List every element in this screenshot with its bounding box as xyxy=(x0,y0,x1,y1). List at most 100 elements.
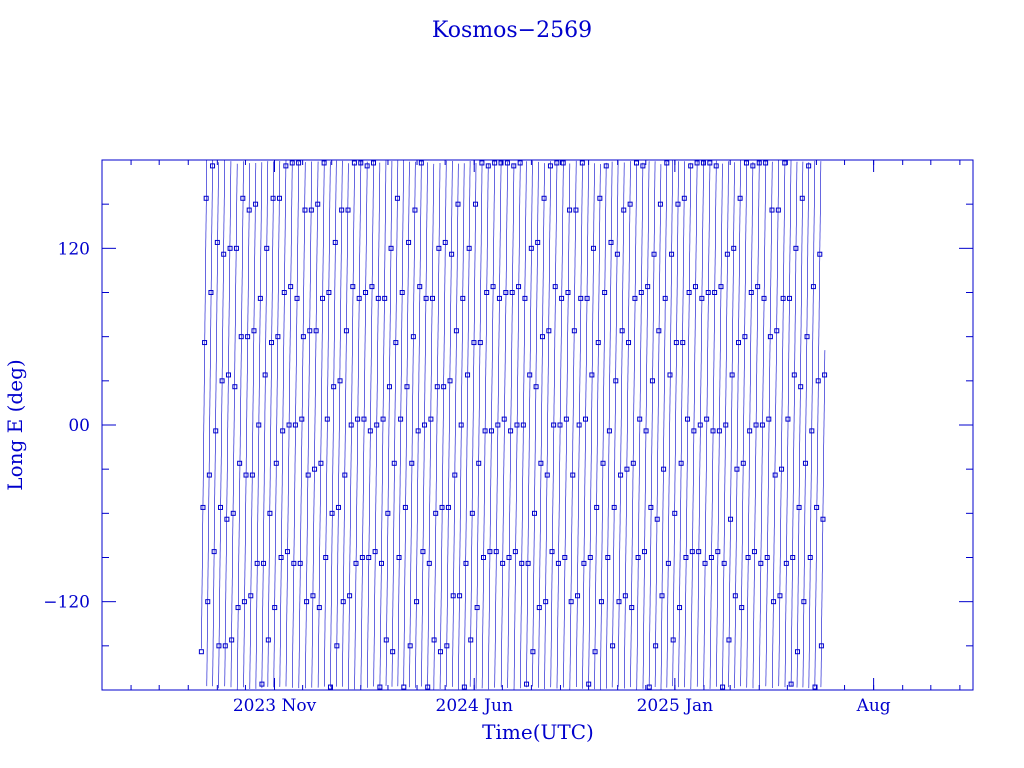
series-marker xyxy=(728,516,734,522)
series-marker xyxy=(643,428,649,434)
series-marker xyxy=(434,384,440,390)
series-marker xyxy=(289,160,295,166)
series-marker xyxy=(335,504,341,510)
series-line-segment xyxy=(617,162,625,687)
series-line-segment xyxy=(385,161,393,686)
series-marker xyxy=(707,160,713,166)
series-marker xyxy=(372,549,378,555)
series-line-segment xyxy=(526,160,533,688)
series-marker xyxy=(546,328,552,334)
series-line-segment xyxy=(397,160,404,687)
series-marker xyxy=(544,472,550,478)
series-marker xyxy=(562,555,568,560)
series-marker xyxy=(758,560,764,566)
series-marker xyxy=(629,605,635,611)
y-axis-label: Long E (deg) xyxy=(3,359,27,490)
series-marker xyxy=(404,384,410,390)
series-marker xyxy=(225,372,231,378)
series-line-segment xyxy=(481,163,489,689)
series-marker xyxy=(463,560,469,566)
series-line-segment xyxy=(820,350,826,688)
series-marker xyxy=(471,340,477,346)
series-marker xyxy=(320,295,326,301)
data-layer xyxy=(198,159,828,691)
series-marker xyxy=(589,372,595,378)
series-marker xyxy=(211,549,217,555)
series-line-segment xyxy=(323,161,331,687)
series-line-segment xyxy=(765,161,773,687)
series-marker xyxy=(645,284,651,290)
series-line-segment xyxy=(778,161,786,687)
series-marker xyxy=(308,207,314,213)
series-marker xyxy=(218,504,224,510)
series-line-segment xyxy=(666,160,673,688)
series-marker xyxy=(788,681,794,687)
series-marker xyxy=(275,334,281,340)
series-line-segment xyxy=(230,163,238,688)
series-marker xyxy=(696,549,702,555)
series-marker xyxy=(206,472,212,478)
series-marker xyxy=(351,160,357,166)
series-marker xyxy=(763,160,769,166)
series-line-segment xyxy=(475,162,483,689)
series-marker xyxy=(272,605,278,611)
series-marker xyxy=(812,684,818,690)
series-line-segment xyxy=(678,161,685,688)
series-marker xyxy=(732,593,738,599)
series-marker xyxy=(817,251,823,257)
series-marker xyxy=(321,160,327,166)
series-marker xyxy=(624,466,630,472)
series-marker xyxy=(568,599,574,605)
series-line-segment xyxy=(255,162,263,689)
series-line-segment xyxy=(703,162,711,687)
series-line-segment xyxy=(648,161,656,688)
series-marker xyxy=(406,239,412,245)
series-marker xyxy=(436,245,442,251)
series-marker xyxy=(504,160,510,166)
series-marker xyxy=(775,207,781,213)
series-marker xyxy=(461,684,467,690)
series-marker xyxy=(594,504,600,510)
series-line-segment xyxy=(734,160,741,689)
series-marker xyxy=(429,295,435,301)
series-line-segment xyxy=(348,163,355,690)
series-line-segment xyxy=(642,161,650,689)
x-tick-label: 2024 Jun xyxy=(436,696,513,716)
series-marker xyxy=(806,163,812,169)
series-marker xyxy=(634,160,640,166)
series-line-segment xyxy=(660,161,668,690)
series-marker xyxy=(394,195,400,201)
series-marker xyxy=(646,684,652,690)
series-marker xyxy=(669,251,675,257)
series-marker xyxy=(235,605,241,611)
series-marker xyxy=(402,504,408,510)
series-marker xyxy=(608,239,614,245)
series-marker xyxy=(750,163,756,169)
series-marker xyxy=(310,593,316,599)
series-marker xyxy=(286,422,292,428)
series-marker xyxy=(654,516,660,522)
series-marker xyxy=(457,593,463,599)
series-marker xyxy=(269,340,275,346)
series-marker xyxy=(350,284,356,290)
series-marker xyxy=(737,195,743,201)
series-marker xyxy=(691,428,697,434)
y-tick-label: 120 xyxy=(58,239,90,259)
series-marker xyxy=(417,284,423,290)
series-marker xyxy=(256,422,262,428)
series-marker xyxy=(492,160,498,166)
series-line-segment xyxy=(336,160,343,687)
series-marker xyxy=(656,328,662,334)
series-marker xyxy=(785,416,791,422)
series-marker xyxy=(423,295,429,301)
series-marker xyxy=(581,560,587,566)
series-marker xyxy=(799,195,805,201)
series-marker xyxy=(340,599,346,605)
series-marker xyxy=(292,422,298,428)
series-marker xyxy=(525,560,531,566)
series-marker xyxy=(683,555,689,560)
series-marker xyxy=(804,334,810,340)
series-marker xyxy=(522,295,528,301)
series-marker xyxy=(681,195,687,201)
